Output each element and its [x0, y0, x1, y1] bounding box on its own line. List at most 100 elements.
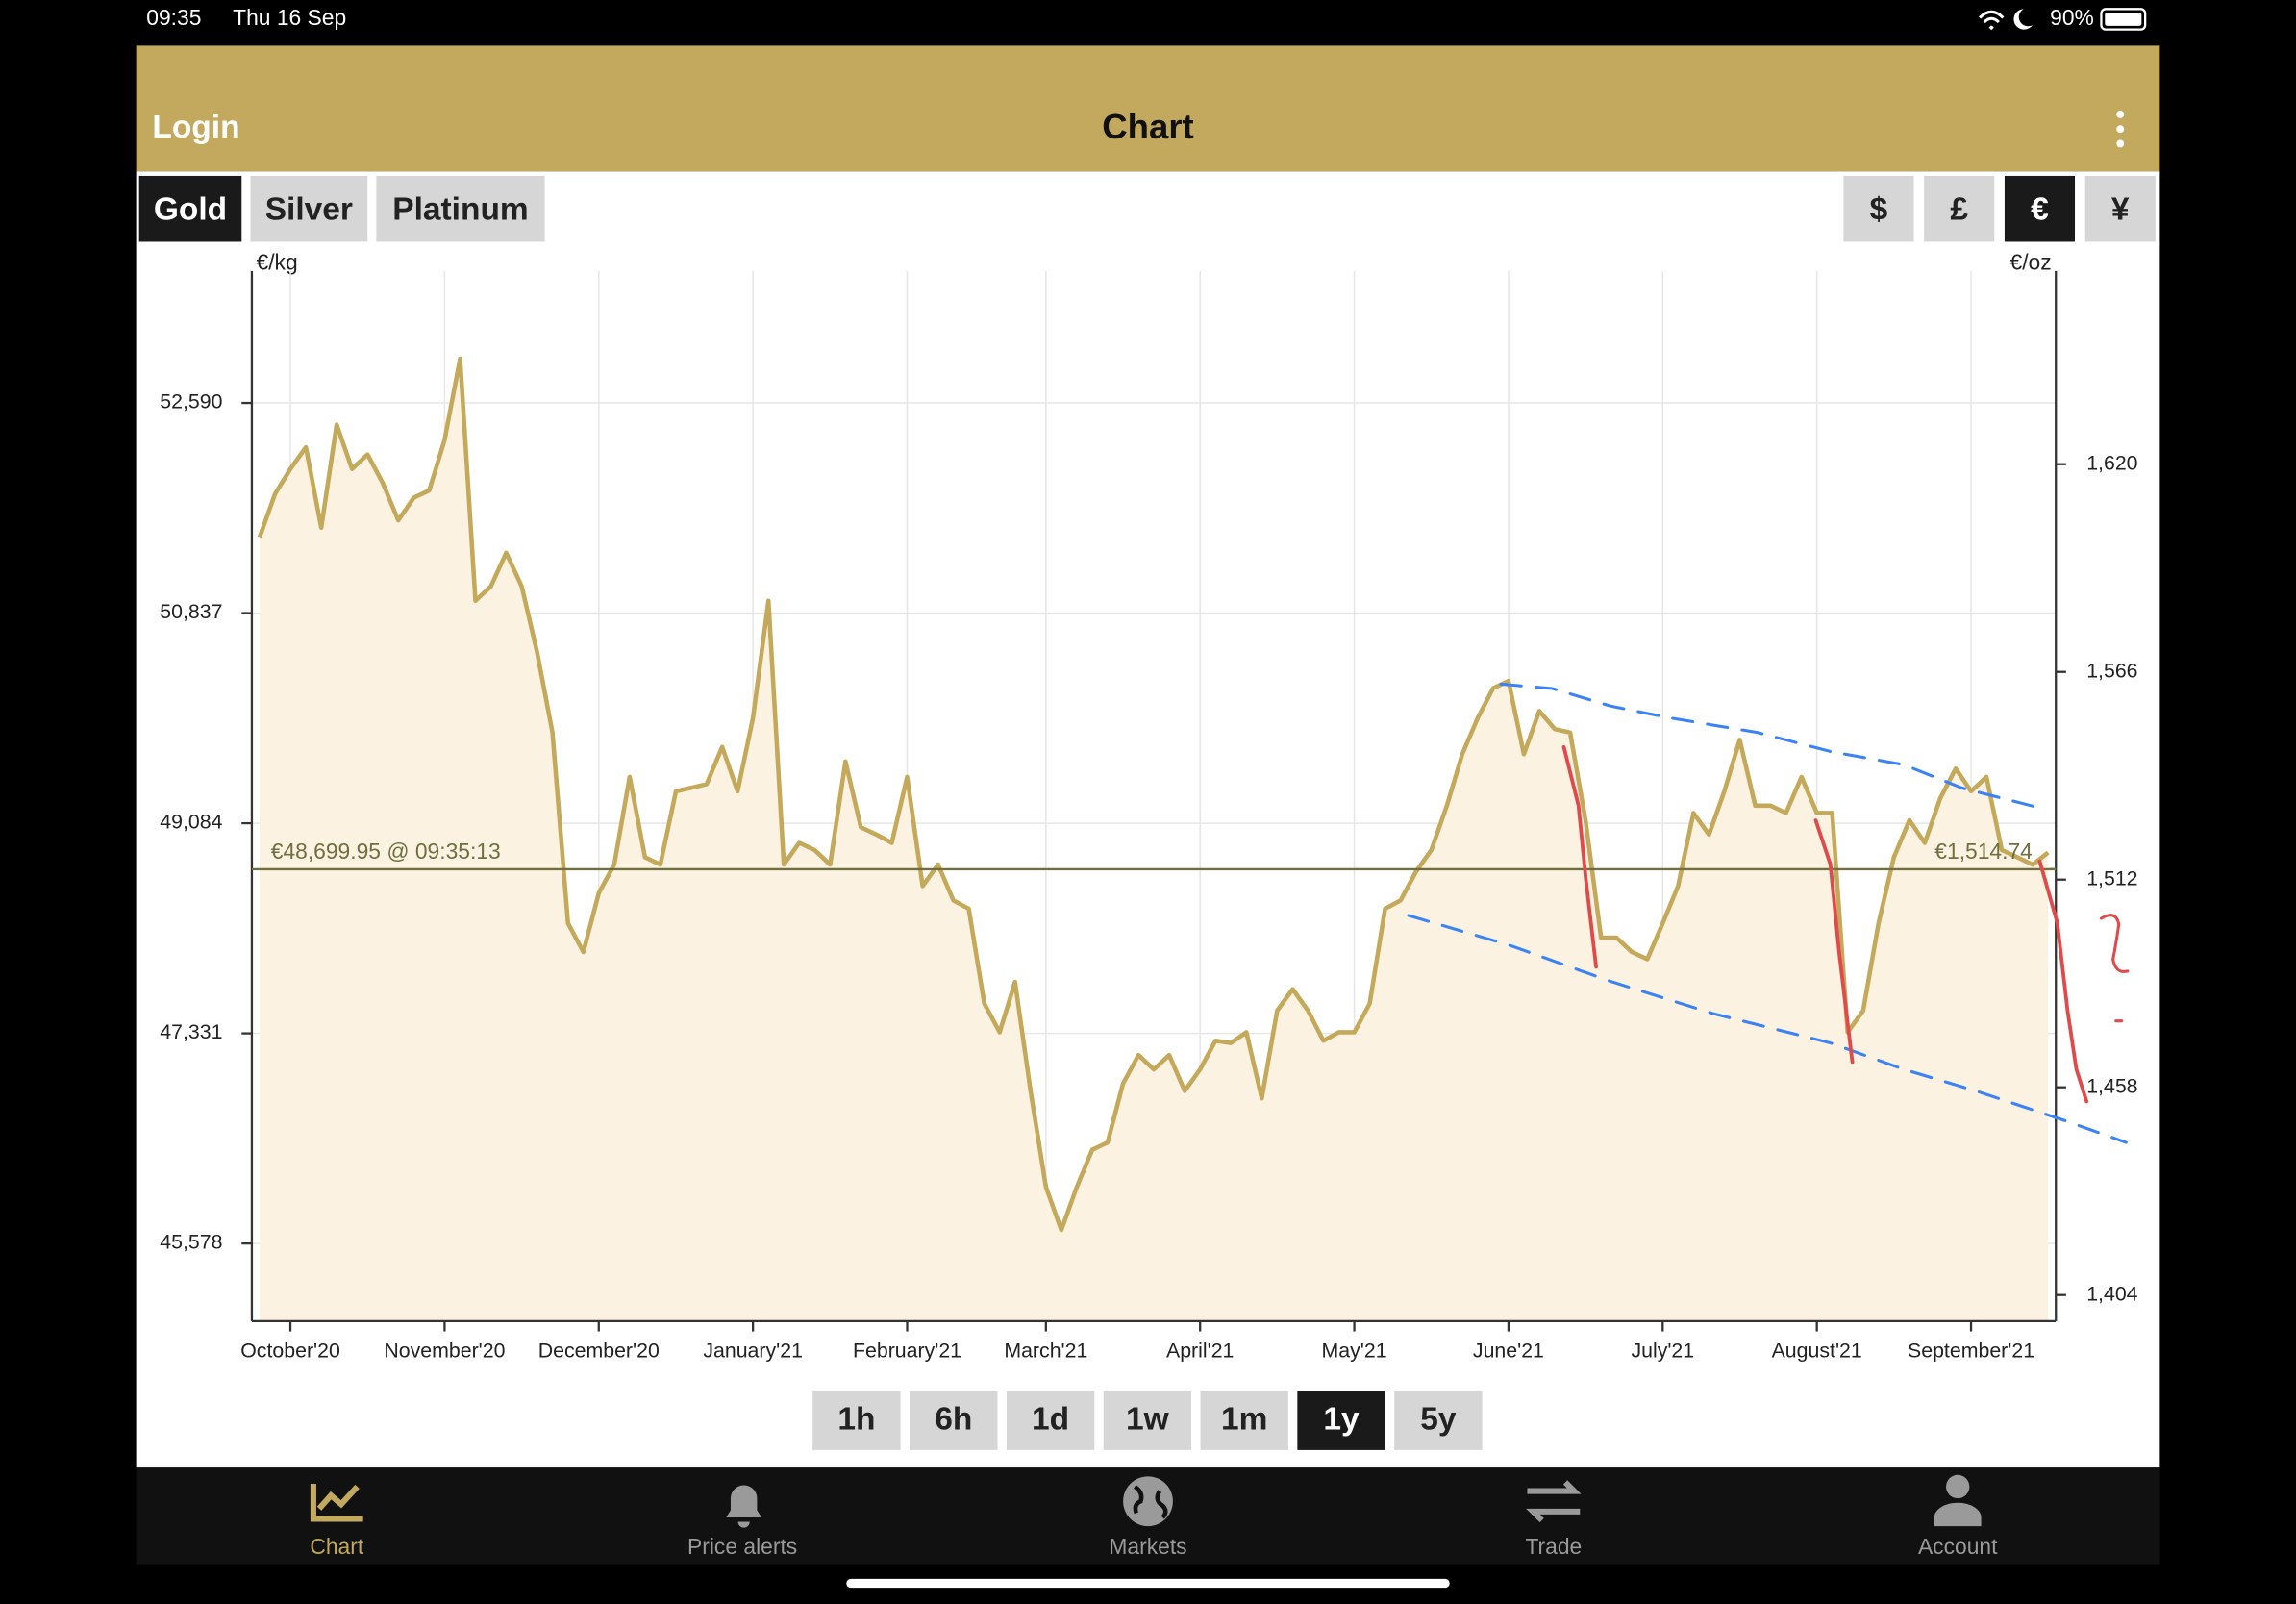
button-label: £ — [1950, 191, 1968, 227]
metal-button[interactable]: Platinum — [376, 175, 545, 242]
status-time: 09:35 — [146, 5, 201, 30]
metal-button[interactable]: Silver — [250, 175, 368, 242]
button-label: $ — [1870, 191, 1888, 227]
current-price-label: €48,699.95 @ 09:35:13 — [271, 839, 501, 864]
tab[interactable]: Chart — [310, 1534, 363, 1559]
range-button[interactable]: 1d — [1006, 1391, 1095, 1450]
x-tick-label: March'21 — [1004, 1339, 1087, 1362]
battery-icon — [2100, 8, 2147, 31]
range-button[interactable]: 1m — [1200, 1391, 1288, 1450]
chart: €/kg €/oz October'20 November'20 December'20… — [160, 249, 2137, 1362]
button-bg — [1843, 175, 1914, 242]
button-bg — [1103, 1391, 1192, 1450]
annotation-line — [1407, 914, 2128, 1144]
price-line — [257, 356, 2050, 1233]
currency-button[interactable]: ¥ — [2084, 175, 2156, 242]
annotations — [1407, 682, 2130, 1144]
currency-button[interactable]: € — [2004, 175, 2076, 242]
y-tick-label: 49,084 — [160, 811, 222, 834]
header — [136, 45, 2160, 172]
annotation-line — [1499, 682, 2045, 811]
tab[interactable]: Markets — [1109, 1534, 1186, 1559]
button-bg — [1200, 1391, 1288, 1450]
button-label: 1d — [1032, 1401, 1069, 1437]
button-label: 1m — [1221, 1401, 1267, 1437]
button-label: 6h — [935, 1401, 972, 1437]
button-bg — [1297, 1391, 1385, 1450]
button-bg — [138, 175, 242, 242]
wifi-icon — [1978, 10, 2005, 31]
area — [260, 359, 2049, 1321]
button-label: 1w — [1126, 1401, 1170, 1437]
y-tick-label: 50,837 — [160, 600, 222, 623]
annotation-stroke — [2037, 859, 2089, 1104]
y2-tick-label: 1,566 — [2086, 659, 2137, 682]
currency-button[interactable]: £ — [1924, 175, 1995, 242]
button-bg — [2084, 175, 2156, 242]
tab-label: Account — [1918, 1534, 1998, 1559]
button-bg — [910, 1391, 998, 1450]
battery-percent: 90% — [2050, 5, 2094, 30]
button-bg — [1924, 175, 1995, 242]
home-indicator — [846, 1578, 1450, 1589]
tab-label: Price alerts — [687, 1534, 797, 1559]
x-tick-label: November'20 — [384, 1339, 505, 1362]
y2-tick-label: 1,620 — [2086, 451, 2137, 474]
button-label: ¥ — [2111, 191, 2130, 227]
button-label: Silver — [265, 191, 353, 227]
metal-button[interactable]: Gold — [138, 175, 242, 242]
y-axis-label: €/kg — [257, 249, 298, 274]
x-tick-label: January'21 — [703, 1339, 803, 1362]
more-menu[interactable] — [2116, 111, 2125, 148]
button-bg — [1006, 1391, 1095, 1450]
tab[interactable]: Trade — [1525, 1534, 1582, 1559]
battery-level — [2105, 13, 2142, 26]
y2-tick-label: 1,512 — [2086, 866, 2137, 890]
current-price-y2-label: €1,514.74 — [1934, 839, 2033, 864]
y-tick-label: 52,590 — [160, 390, 222, 414]
range-button[interactable]: 1y — [1297, 1391, 1385, 1450]
range-button[interactable]: 5y — [1394, 1391, 1483, 1450]
page-title: Chart — [1102, 107, 1193, 146]
tab-label: Chart — [310, 1534, 363, 1559]
range-button[interactable]: 6h — [910, 1391, 998, 1450]
button-label: 1y — [1323, 1401, 1360, 1437]
login-button[interactable]: Login — [152, 110, 239, 145]
tab-label: Trade — [1525, 1534, 1582, 1559]
range-button[interactable]: 1h — [812, 1391, 901, 1450]
tab[interactable]: Account — [1918, 1534, 1998, 1559]
y-tick-label: 45,578 — [160, 1231, 222, 1254]
currency-button[interactable]: $ — [1843, 175, 1914, 242]
button-label: 1h — [837, 1401, 875, 1437]
x-tick-label: June'21 — [1473, 1339, 1544, 1362]
moon-icon — [2013, 9, 2033, 30]
y-tick-label: 47,331 — [160, 1020, 222, 1043]
button-label: Platinum — [392, 191, 528, 227]
range-button[interactable]: 1w — [1103, 1391, 1192, 1450]
button-bg — [376, 175, 545, 242]
button-label: 5y — [1420, 1401, 1457, 1437]
status-date: Thu 16 Sep — [233, 5, 346, 30]
annotation-stroke — [1561, 744, 1598, 969]
x-tick-label: December'20 — [538, 1339, 660, 1362]
annotation-stroke — [2099, 914, 2130, 1023]
y2-tick-label: 1,404 — [2086, 1282, 2137, 1305]
x-tick-label: April'21 — [1166, 1339, 1234, 1362]
tab-label: Markets — [1109, 1534, 1186, 1559]
y2-axis-label: €/oz — [2010, 249, 2052, 274]
button-label: € — [2031, 191, 2049, 227]
tab-icon — [310, 1474, 1982, 1528]
button-bg — [250, 175, 368, 242]
x-tick-label: July'21 — [1631, 1339, 1694, 1362]
x-tick-label: May'21 — [1322, 1339, 1387, 1362]
button-bg — [1394, 1391, 1483, 1450]
tab[interactable]: Price alerts — [687, 1534, 797, 1559]
y2-tick-label: 1,458 — [2086, 1074, 2137, 1097]
button-label: Gold — [154, 191, 227, 227]
annotation-stroke — [1813, 818, 1855, 1065]
x-tick-label: August'21 — [1772, 1339, 1862, 1362]
button-bg — [2004, 175, 2076, 242]
x-tick-label: February'21 — [853, 1339, 961, 1362]
